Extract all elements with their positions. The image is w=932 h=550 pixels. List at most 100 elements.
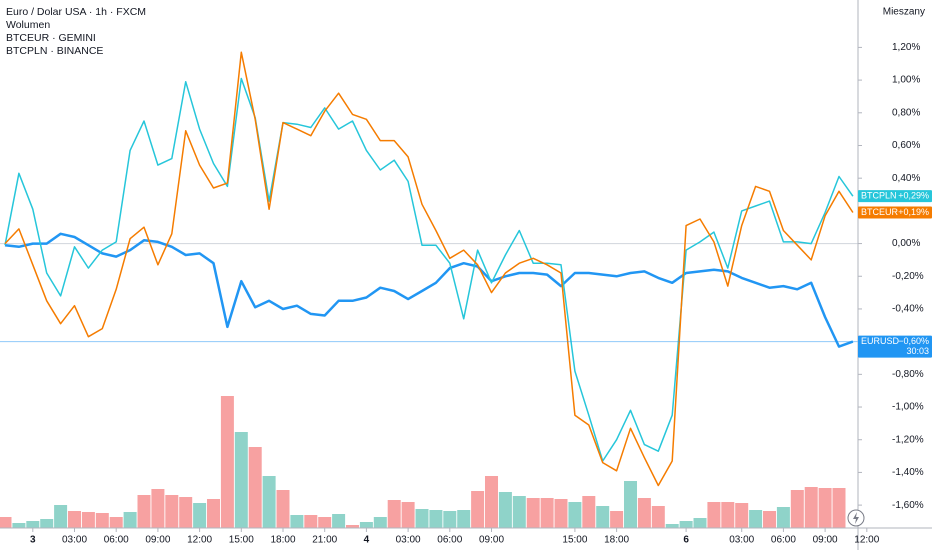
volume-bar [373, 517, 387, 528]
volume-bar [485, 476, 499, 528]
volume-bar [415, 509, 429, 528]
volume-bar [818, 488, 832, 528]
volume-bar [123, 512, 137, 528]
y-tick-label: -0,40% [892, 304, 924, 315]
volume-bar [54, 505, 68, 528]
volume-bar [679, 521, 693, 528]
main-title: Euro / Dolar USA · 1h · FXCM [6, 6, 146, 18]
volume-bar [109, 517, 123, 528]
price-tag [858, 335, 932, 358]
volume-bar [429, 510, 443, 528]
y-tick-label: -1,40% [892, 467, 924, 478]
price-tag-name: BTCPLN [861, 191, 897, 201]
series-line [4, 77, 854, 462]
volume-bar [804, 487, 818, 528]
x-tick-label: 03:00 [62, 535, 87, 546]
volume-bar [95, 513, 109, 528]
y-tick-label: 0,80% [892, 107, 920, 118]
volume-bar [276, 490, 290, 528]
volume-bar [318, 517, 332, 528]
y-tick-label: -1,20% [892, 434, 924, 445]
legend-entry: BTCPLN · BINANCE [6, 45, 103, 57]
volume-bar [234, 432, 248, 528]
legend-entry: BTCEUR · GEMINI [6, 32, 96, 44]
x-tick-label: 09:00 [813, 535, 838, 546]
y-tick-label: 1,20% [892, 42, 920, 53]
volume-bar [443, 511, 457, 528]
y-tick-label: 0,60% [892, 140, 920, 151]
volume-bar [165, 495, 179, 528]
x-tick-label: 4 [364, 535, 370, 546]
volume-bar [693, 518, 707, 528]
volume-bar [721, 502, 735, 528]
volume-bar [471, 491, 485, 528]
y-tick-label: -1,00% [892, 402, 924, 413]
volume-bar [193, 503, 207, 528]
volume-bar [359, 522, 373, 528]
y-tick-label: -1,60% [892, 500, 924, 511]
line-layer [0, 51, 858, 487]
scale-mode[interactable]: Mieszany [883, 7, 925, 18]
volume-bar [707, 502, 721, 528]
volume-bar [68, 511, 82, 528]
volume-bar [665, 524, 679, 528]
countdown: 30:03 [906, 346, 929, 356]
volume-bar [637, 498, 651, 528]
volume-bar [401, 502, 415, 528]
price-tag [858, 206, 932, 219]
volume-bar [12, 523, 26, 528]
volume-bar [610, 511, 624, 528]
y-tick-label: 1,00% [892, 75, 920, 86]
x-tick-label: 12:00 [187, 535, 212, 546]
volume-bar [735, 503, 749, 528]
volume-bar [540, 498, 554, 528]
volume-bar [582, 496, 596, 528]
x-tick-label: 09:00 [479, 535, 504, 546]
volume-bar [498, 492, 512, 528]
volume-bar [596, 506, 610, 528]
x-tick-label: 3 [30, 535, 36, 546]
x-tick-label: 18:00 [604, 535, 629, 546]
x-tick-label: 03:00 [396, 535, 421, 546]
volume-bar [387, 500, 401, 528]
volume-bar [526, 498, 540, 528]
volume-bar [624, 481, 638, 528]
legend-volume: Wolumen [6, 19, 50, 31]
volume-bar [304, 515, 318, 528]
volume-bar [651, 506, 665, 528]
x-tick-label: 12:00 [854, 535, 879, 546]
price-tag-value: −0,60% [898, 336, 929, 346]
volume-bar [0, 517, 12, 528]
price-tag-value: +0,29% [898, 191, 929, 201]
volume-bar [763, 511, 777, 528]
x-tick-label: 6 [683, 535, 689, 546]
volume-bar [262, 476, 276, 528]
volume-bar [248, 447, 262, 528]
replay-icon[interactable] [847, 509, 865, 527]
volume-bar [220, 396, 234, 528]
x-tick-label: 15:00 [562, 535, 587, 546]
volume-bar [290, 515, 304, 528]
price-tag [858, 190, 932, 203]
volume-bar [137, 495, 151, 528]
volume-bar [554, 499, 568, 528]
volume-bar [832, 488, 846, 528]
volume-bar [512, 496, 526, 528]
volume-bar [207, 499, 221, 528]
x-tick-label: 21:00 [312, 535, 337, 546]
y-tick-label: -0,80% [892, 369, 924, 380]
series-line [4, 51, 854, 487]
volume-bar [568, 502, 582, 528]
volume-bar [346, 525, 360, 528]
price-tag-value: +0,19% [898, 207, 929, 217]
y-tick-label: 0,40% [892, 173, 920, 184]
volume-bar [40, 519, 54, 528]
x-tick-label: 06:00 [104, 535, 129, 546]
volume-bar [457, 510, 471, 528]
x-tick-label: 09:00 [145, 535, 170, 546]
price-tag-name: EURUSD [861, 336, 900, 346]
x-tick-label: 03:00 [729, 535, 754, 546]
volume-bar [790, 490, 804, 528]
